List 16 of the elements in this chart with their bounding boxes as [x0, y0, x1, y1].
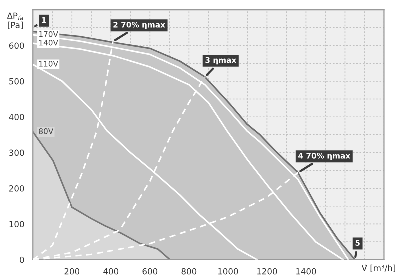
- x-tick-label: 1000: [218, 268, 238, 275]
- x-tick-label: 1200: [258, 268, 278, 275]
- x-axis-title: V̇ [m³/h]: [362, 264, 396, 272]
- y-tick-label: 400: [9, 114, 24, 120]
- y-tick-label: 300: [10, 150, 24, 156]
- y-tick-label: 0: [20, 256, 24, 264]
- y-tick-label: 500: [10, 78, 24, 85]
- y-tick-label: 600: [9, 42, 24, 49]
- y-tick-label: 100: [10, 221, 24, 228]
- x-tick-label: 600: [142, 268, 158, 275]
- x-tick-label: 400: [104, 268, 119, 275]
- y-tick-label: 200: [9, 186, 24, 192]
- y-axis-title: ΔP$_{fa}$ [Pa]: [7, 12, 24, 30]
- x-tick-label: 1400: [296, 268, 316, 275]
- x-tick-label: 200: [64, 268, 80, 275]
- x-tick-label: 800: [182, 268, 197, 275]
